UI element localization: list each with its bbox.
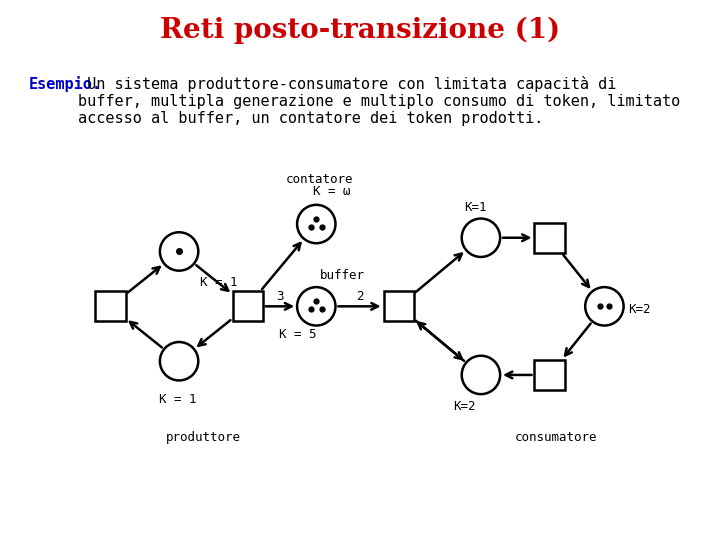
Circle shape xyxy=(297,205,336,243)
FancyBboxPatch shape xyxy=(233,291,263,321)
Text: 2: 2 xyxy=(356,289,364,302)
Circle shape xyxy=(585,287,624,326)
Text: Un sistema produttore-consumatore con limitata capacità di
buffer, multipla gene: Un sistema produttore-consumatore con li… xyxy=(78,76,680,126)
Text: K = 1: K = 1 xyxy=(158,393,196,406)
FancyBboxPatch shape xyxy=(384,291,414,321)
Text: buffer: buffer xyxy=(320,269,365,282)
Text: K=2: K=2 xyxy=(454,400,476,413)
Circle shape xyxy=(462,219,500,257)
FancyBboxPatch shape xyxy=(534,222,564,253)
Text: Reti posto-transizione (1): Reti posto-transizione (1) xyxy=(160,16,560,44)
Circle shape xyxy=(297,287,336,326)
Text: K = 1: K = 1 xyxy=(199,276,237,289)
Circle shape xyxy=(160,232,198,271)
Text: K=1: K=1 xyxy=(464,201,486,214)
Text: produttore: produttore xyxy=(166,430,240,443)
Text: consumatore: consumatore xyxy=(516,430,598,443)
FancyBboxPatch shape xyxy=(96,291,125,321)
Circle shape xyxy=(462,356,500,394)
Text: contatore: contatore xyxy=(285,173,353,186)
Circle shape xyxy=(160,342,198,380)
Text: K = 5: K = 5 xyxy=(279,328,316,341)
FancyBboxPatch shape xyxy=(534,360,564,390)
Text: K=2: K=2 xyxy=(629,303,651,316)
Text: K = ω: K = ω xyxy=(313,185,351,198)
Text: 3: 3 xyxy=(276,289,284,302)
Text: Esempio.: Esempio. xyxy=(29,76,102,92)
